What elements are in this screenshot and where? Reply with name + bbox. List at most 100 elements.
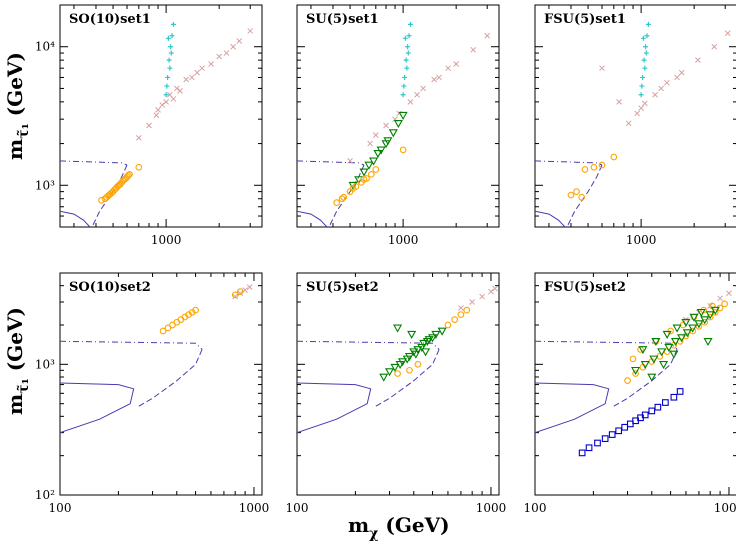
data-point-triangle-green (649, 355, 659, 364)
data-point-+-cyan (643, 44, 649, 50)
data-point-o-orange (598, 161, 606, 169)
data-point-triangle-green (409, 348, 419, 357)
data-point-o-orange (360, 176, 368, 183)
data-point-square-blue (615, 427, 623, 435)
panel-2: 1000 SU(5)set1 (296, 4, 500, 247)
y-axis-label-unit: (GeV) (3, 52, 27, 123)
data-point-triangle-green (395, 360, 405, 370)
data-point-o-orange (414, 360, 422, 368)
boundary-solid (60, 210, 91, 227)
panel-3: 1000 FSU(5)set1 (534, 4, 736, 247)
data-point-x-pink (458, 305, 464, 311)
data-point-triangle-green (381, 140, 391, 149)
data-point-x-pink (146, 122, 152, 129)
data-point-square-blue (594, 439, 601, 447)
boundary-solid (297, 210, 328, 227)
data-point-o-orange (117, 180, 124, 188)
data-point-o-orange (372, 166, 380, 173)
data-point-o-orange (451, 316, 459, 323)
data-point-x-pink (236, 38, 243, 44)
data-point-o-orange (340, 193, 348, 201)
data-point-x-pink (367, 140, 373, 147)
boundary-dashed (566, 164, 603, 227)
data-point-o-orange (338, 195, 346, 203)
data-point-+-cyan (166, 57, 172, 63)
data-point-x-pink (436, 74, 442, 81)
y-axis-label-row1: mτ̃₁ (GeV) (3, 52, 32, 160)
data-point-+-cyan (163, 92, 169, 98)
panel-plot-area (297, 285, 498, 434)
data-point-o-orange (126, 170, 133, 178)
data-point-o-orange (122, 175, 130, 182)
data-point-o-orange (444, 321, 452, 329)
data-point-square-blue (676, 388, 684, 395)
data-point-+-cyan (403, 57, 409, 63)
y-axis-label-sub-2: τ̃₁ (15, 378, 32, 394)
data-point-+-cyan (640, 74, 646, 80)
data-point-triangle-green (428, 334, 438, 343)
panel-4: 100 1000 10² 10³ SO(10)set2 (35, 272, 269, 515)
x-tick-label: 100 (286, 501, 309, 515)
data-point-+-cyan (167, 65, 173, 71)
data-point-o-orange (104, 192, 112, 200)
boundary-dashed (373, 349, 440, 408)
data-point-+-cyan (644, 33, 650, 39)
data-point-x-pink (170, 96, 177, 102)
data-point-triangle-green (413, 346, 423, 355)
x-axis-label: mχ (GeV) (348, 513, 450, 542)
data-point-x-pink (173, 85, 180, 92)
panel-frame (534, 272, 736, 496)
data-point-o-orange (573, 188, 580, 195)
x-axis-label-sub: χ (369, 526, 378, 542)
data-point-o-orange (463, 306, 471, 314)
svg-text:mτ̃₁ (GeV): mτ̃₁ (GeV) (3, 52, 32, 160)
data-point-+-cyan (405, 44, 411, 50)
boundary-dashed (328, 164, 365, 227)
data-point-x-pink (155, 107, 161, 113)
data-point-x-pink (194, 69, 200, 76)
panel-title: SU(5)set1 (306, 12, 379, 27)
data-point-x-pink (383, 122, 389, 129)
y-axis-label-main: m (3, 139, 27, 160)
data-point-triangle-green (390, 363, 400, 372)
data-point-triangle-green (700, 316, 710, 325)
data-point-triangle-green (664, 343, 674, 353)
data-point-o-orange (581, 166, 589, 173)
panel-frame (296, 4, 500, 228)
x-tick-label: 1000 (476, 501, 507, 515)
data-point-triangle-green (669, 350, 679, 359)
boundary-solid (535, 382, 610, 434)
data-point-x-pink (445, 65, 451, 72)
panel-1: 1000 10³ 10⁴ SO(10)set1 (35, 4, 263, 247)
x-tick-label: 1000 (151, 233, 182, 247)
data-point-triangle-green (385, 368, 395, 377)
data-point-+-cyan (402, 74, 408, 80)
svg-text:mτ̃₁ (GeV): mτ̃₁ (GeV) (3, 307, 32, 415)
data-point-x-pink (407, 99, 414, 105)
data-point-x-pink (484, 32, 491, 39)
data-point-triangle-green (424, 336, 434, 345)
data-point-x-pink (695, 57, 701, 63)
data-point-x-pink (625, 120, 632, 127)
data-point-o-orange (135, 163, 143, 171)
data-point-o-orange (721, 300, 729, 308)
data-point-triangle-green (407, 330, 417, 339)
data-point-triangle-green (421, 348, 431, 357)
data-point-square-blue (621, 423, 629, 431)
data-point-x-pink (163, 99, 169, 105)
data-point-o-orange (590, 163, 598, 171)
data-point-triangle-green (681, 318, 691, 327)
data-point-o-orange (192, 306, 199, 314)
data-point-o-orange (457, 311, 465, 319)
data-point-+-cyan (406, 33, 412, 39)
data-point-o-orange (111, 186, 118, 194)
data-point-triangle-green (631, 366, 641, 376)
data-point-triangle-green (670, 337, 681, 347)
data-point-triangle-green (651, 337, 661, 347)
panels-group: 1000 10³ 10⁴ SO(10)set1 1000 SU(5)set1 1000 FSU… (35, 4, 736, 515)
data-point-triangle-green (393, 324, 403, 333)
boundary-dashdot (535, 340, 678, 350)
data-point-triangle-green (696, 308, 706, 318)
data-point-x-pink (717, 295, 723, 302)
